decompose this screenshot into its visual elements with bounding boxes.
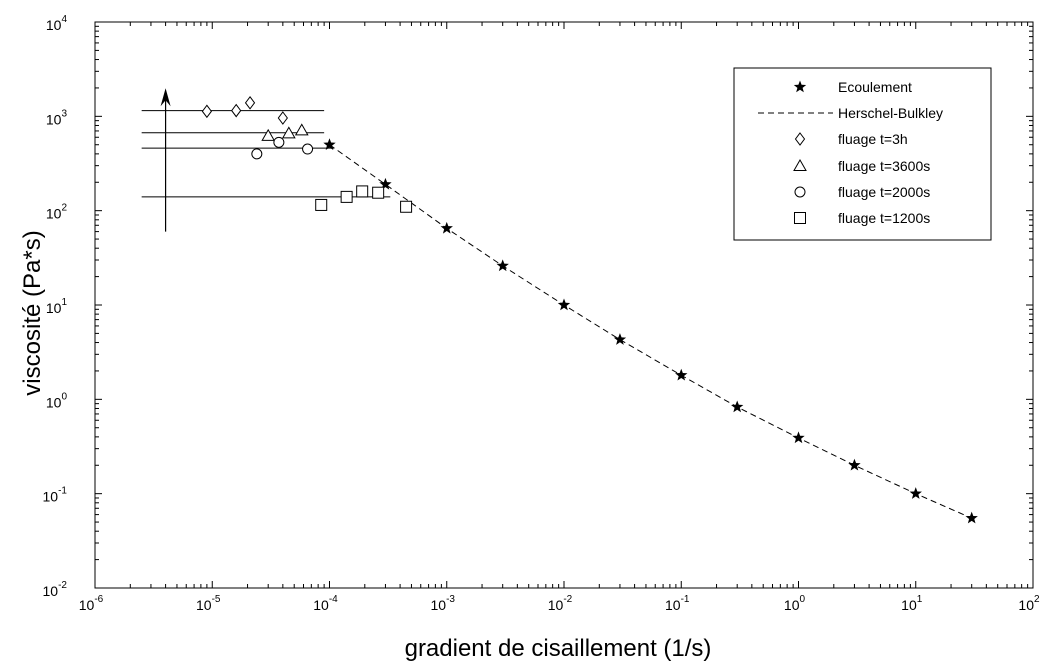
legend-entry: fluage t=3600s (838, 158, 930, 174)
data-point (440, 221, 453, 234)
arrow-head (160, 88, 171, 107)
x-tick-label: 10-5 (196, 594, 221, 613)
data-point (323, 138, 336, 150)
y-axis-label: viscosité (Pa*s) (19, 230, 46, 395)
data-point (557, 298, 571, 311)
data-point (675, 368, 688, 381)
data-point (251, 148, 263, 160)
data-point (372, 186, 385, 199)
y-tick-label: 104 (46, 14, 68, 33)
data-point (400, 200, 413, 213)
data-point (294, 123, 309, 136)
legend-entry: Ecoulement (838, 79, 912, 95)
legend-entry: Herschel-Bulkley (838, 105, 943, 121)
data-point (356, 185, 369, 198)
data-point (302, 143, 314, 155)
data-point (965, 511, 978, 524)
y-tick-label: 103 (46, 108, 68, 127)
data-point (261, 128, 276, 141)
y-tick-label: 10-1 (43, 486, 68, 505)
y-tick-label: 10-2 (43, 580, 68, 599)
x-axis-label: gradient de cisaillement (1/s) (405, 635, 712, 662)
data-point (613, 333, 627, 345)
legend-marker (794, 186, 806, 198)
x-tick-label: 100 (784, 594, 806, 613)
data-point (848, 458, 861, 471)
legend-entry: fluage t=1200s (838, 210, 930, 226)
legend-entry: fluage t=2000s (838, 184, 930, 200)
data-point (792, 431, 805, 444)
x-tick-label: 10-4 (313, 594, 338, 613)
data-point (277, 111, 288, 125)
data-point (731, 400, 744, 413)
data-point (273, 136, 285, 148)
data-point (496, 259, 509, 272)
x-tick-label: 101 (901, 594, 923, 613)
series-layer (141, 88, 978, 524)
legend-entry: fluage t=3h (838, 131, 908, 147)
y-tick-label: 100 (46, 391, 68, 410)
data-point (315, 198, 328, 211)
x-tick-label: 10-6 (79, 594, 104, 613)
data-point (244, 96, 256, 110)
data-point (231, 103, 242, 118)
data-point (201, 104, 213, 119)
legend-marker (793, 80, 807, 93)
herschel-bulkley-line (329, 144, 972, 519)
y-tick-label: 101 (46, 297, 68, 316)
legend: Ecoulement Herschel-Bulkley fluage t=3h flu… (733, 67, 992, 241)
axis-ticks: 10-6 10-5 10-4 10-3 10-2 10-1 100 101 102 10-2 10-… (43, 14, 1040, 613)
legend-marker (794, 132, 806, 146)
data-point (379, 177, 392, 190)
data-point (281, 126, 296, 139)
legend-marker (794, 212, 806, 224)
y-tick-label: 102 (46, 203, 68, 222)
legend-marker (793, 158, 807, 171)
legend-box (733, 67, 992, 241)
data-point (909, 487, 922, 499)
x-tick-label: 10-2 (548, 594, 573, 613)
x-tick-label: 102 (1018, 594, 1040, 613)
x-tick-label: 10-3 (431, 594, 456, 613)
data-point (340, 190, 353, 203)
x-tick-label: 10-1 (665, 594, 690, 613)
